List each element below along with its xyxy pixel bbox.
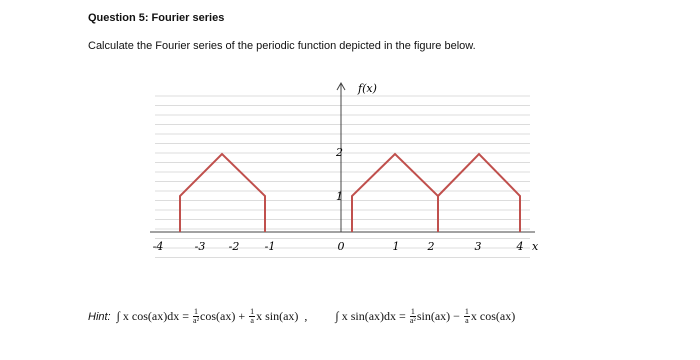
formula-text: x sin(ax) , [256,309,308,323]
formula-text: x cos(ax) [470,309,516,323]
y-tick-label: 2 [335,146,343,159]
x-ticks: -4 -3 -2 -1 0 1 2 3 4 [153,240,524,253]
period-2 [351,152,439,232]
question-title: Question 5: Fourier series [88,12,225,24]
denominator: a [465,316,469,325]
period-1 [179,152,266,232]
numerator: 1 [409,307,416,317]
x-tick-label: 1 [393,240,400,253]
x-tick-label: -4 [153,240,164,253]
formula-text: ∫ x sin(ax)dx = [335,309,409,323]
x-axis-label: x [532,240,539,253]
function-graph [179,152,521,232]
x-tick-label: -3 [195,240,206,253]
formula-text: ∫ x cos(ax)dx = [116,309,192,323]
y-arrow [336,81,346,91]
numerator: 1 [463,307,470,317]
x-tick-label: 0 [338,240,345,253]
x-tick-label: 2 [427,240,435,253]
x-tick-label: 4 [516,240,524,253]
x-tick-label: -2 [229,240,240,253]
denominator: a² [193,316,199,325]
period-3 [437,152,521,232]
x-tick-label: 3 [475,240,482,253]
formula-text: cos(ax) + [200,309,249,323]
hint-label: Hint: [88,310,111,323]
denominator: a² [409,316,416,325]
fraction: 1 a² [409,307,416,325]
x-tick-label: -1 [265,240,276,253]
numerator: 1 [193,307,199,317]
formula-text: sin(ax) − [416,309,463,323]
numerator: 1 [249,307,256,317]
denominator: a [250,316,254,325]
figure: f(x) x -4 -3 -2 -1 0 1 2 3 4 2 1 [150,81,539,258]
y-tick-label: 1 [336,190,343,203]
question-prompt: Calculate the Fourier series of the peri… [88,40,476,52]
fraction: 1 a² [193,308,199,325]
ruled-lines [155,95,530,258]
y-axis-label: f(x) [357,82,377,95]
